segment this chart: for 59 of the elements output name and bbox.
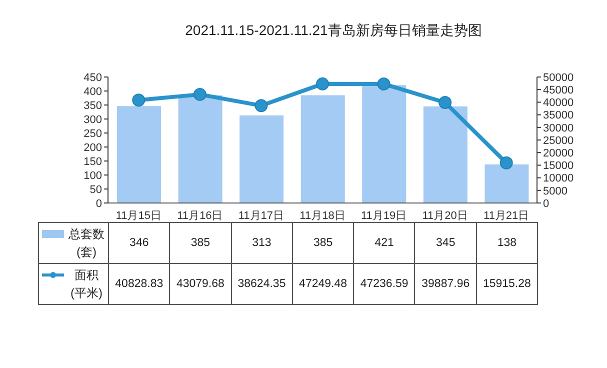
x-tick-label: 11月20日 bbox=[422, 210, 468, 222]
y2-tick-label: 30000 bbox=[543, 122, 574, 134]
y-tick-label: 400 bbox=[84, 86, 102, 98]
y2-tick-label: 50000 bbox=[543, 72, 574, 84]
y2-tick-label: 20000 bbox=[543, 148, 574, 160]
data-label: 40828.83 bbox=[108, 264, 170, 304]
bar bbox=[484, 164, 529, 203]
y2-tick-label: 35000 bbox=[543, 110, 574, 122]
data-label: 385 bbox=[170, 222, 232, 264]
y2-tick-label: 0 bbox=[543, 198, 550, 210]
y2-tick-label: 10000 bbox=[543, 172, 574, 185]
point bbox=[193, 88, 206, 101]
point bbox=[438, 96, 452, 109]
legend-label: 总套数(套) bbox=[68, 226, 106, 261]
y-tick-label: 300 bbox=[84, 114, 102, 126]
y-tick-label: 450 bbox=[84, 72, 102, 84]
y-tick-label: 50 bbox=[90, 184, 102, 196]
bar bbox=[300, 95, 345, 203]
data-label: 138 bbox=[476, 222, 538, 264]
y-tick-label: 200 bbox=[84, 142, 102, 154]
bar bbox=[362, 85, 406, 203]
x-tick-label: 11月21日 bbox=[484, 210, 530, 222]
data-label: 39887.96 bbox=[414, 264, 476, 304]
y2-tick-label: 15000 bbox=[543, 160, 574, 172]
y-tick-label: 350 bbox=[84, 100, 102, 112]
y-tick-label: 0 bbox=[96, 198, 102, 210]
point bbox=[316, 77, 329, 90]
y2-tick-label: 25000 bbox=[543, 134, 574, 147]
data-label: 345 bbox=[414, 222, 476, 264]
x-tick-label: 11月15日 bbox=[116, 210, 162, 222]
legend-label: 面积(平米) bbox=[70, 267, 104, 302]
data-label: 346 bbox=[108, 222, 170, 264]
bar bbox=[240, 115, 284, 203]
y2-tick-label: 40000 bbox=[543, 97, 574, 110]
bar bbox=[117, 106, 161, 203]
y-tick-label: 100 bbox=[84, 170, 102, 182]
data-label: 385 bbox=[292, 222, 354, 264]
bar bbox=[178, 95, 222, 203]
data-label: 47236.59 bbox=[354, 264, 415, 304]
bar bbox=[423, 106, 468, 203]
y-tick-label: 250 bbox=[84, 128, 102, 140]
data-label: 313 bbox=[231, 222, 292, 264]
y2-tick-label: 45000 bbox=[543, 84, 574, 97]
point bbox=[132, 94, 146, 107]
chart-title: 2021.11.15-2021.11.21青岛新房每日销量走势图 bbox=[184, 22, 483, 40]
x-tick-label: 11月18日 bbox=[300, 210, 346, 222]
data-label: 421 bbox=[354, 222, 415, 264]
data-label: 43079.68 bbox=[170, 264, 232, 304]
x-tick-label: 11月17日 bbox=[238, 210, 284, 222]
data-label: 15915.28 bbox=[476, 264, 538, 304]
point bbox=[377, 77, 390, 90]
x-tick-label: 11月19日 bbox=[360, 210, 407, 222]
point bbox=[500, 156, 513, 170]
data-label: 47249.48 bbox=[292, 264, 354, 304]
y2-tick-label: 5000 bbox=[543, 185, 568, 198]
data-label: 38624.35 bbox=[231, 264, 292, 304]
x-tick-label: 11月16日 bbox=[177, 210, 223, 222]
y-tick-label: 150 bbox=[84, 156, 102, 168]
point bbox=[254, 99, 268, 112]
